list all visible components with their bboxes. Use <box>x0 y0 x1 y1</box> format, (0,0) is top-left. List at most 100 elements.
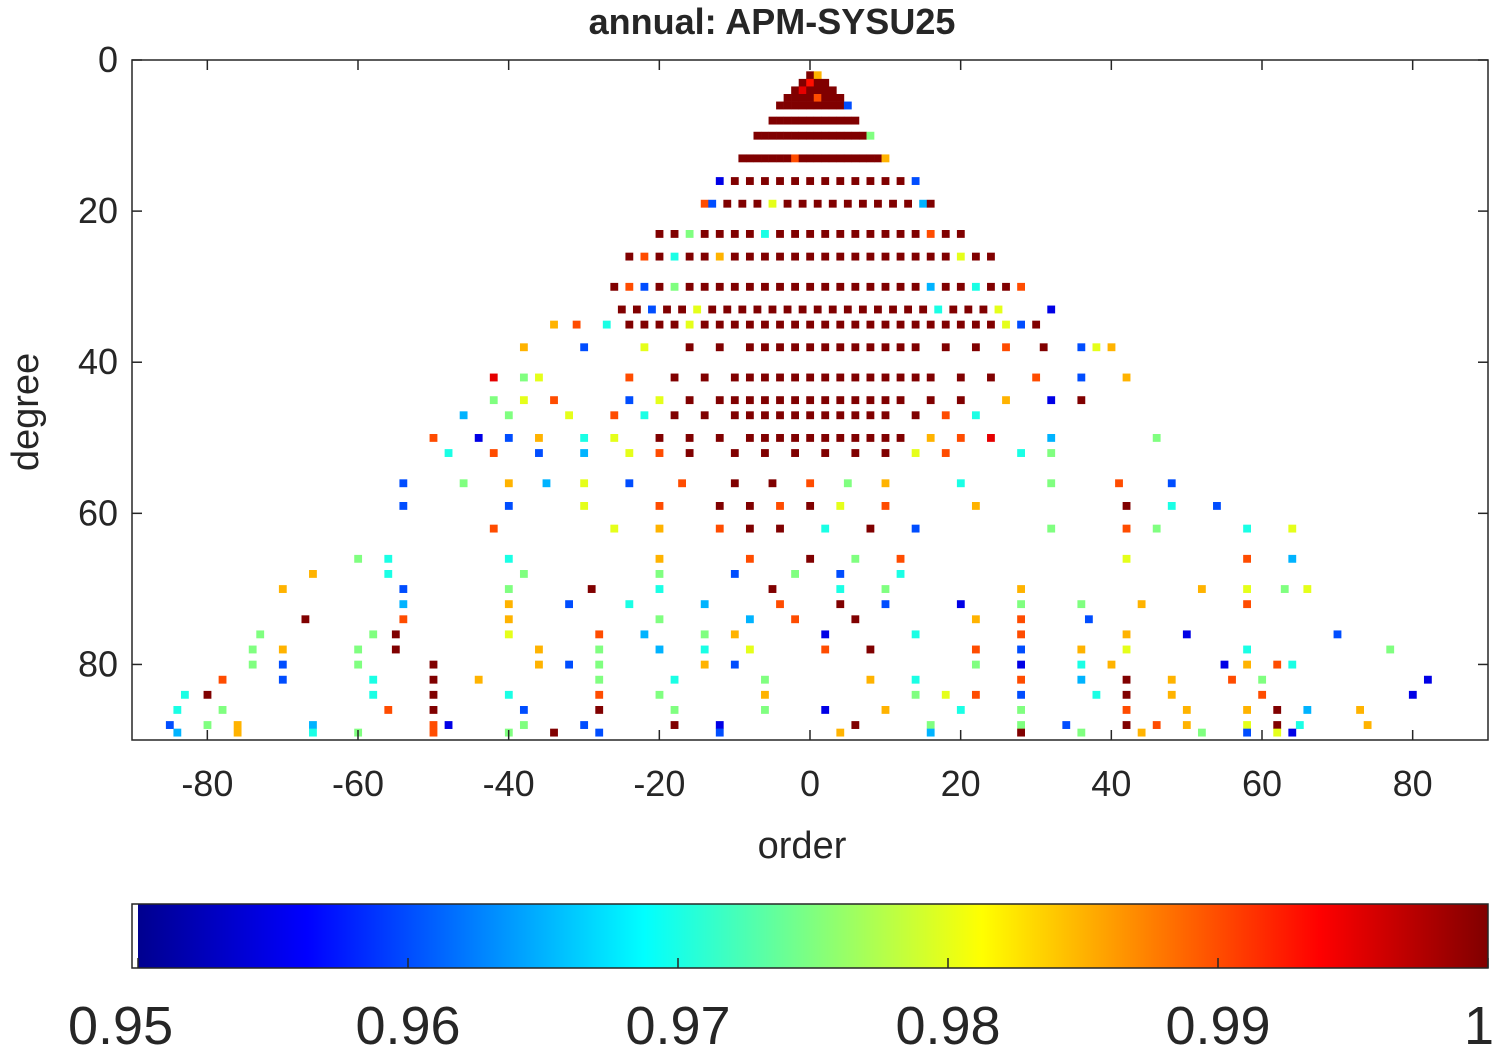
heatmap-cell <box>806 177 815 185</box>
heatmap-cell <box>1303 706 1312 714</box>
heatmap-cell <box>670 706 679 714</box>
heatmap-cell <box>806 116 815 125</box>
heatmap-cell <box>843 199 852 208</box>
heatmap-cell <box>828 94 837 102</box>
heatmap-cell <box>851 721 860 729</box>
heatmap-cell <box>429 675 438 684</box>
heatmap-cell <box>866 396 875 405</box>
heatmap-cell <box>866 524 875 533</box>
x-tick-label: -20 <box>633 763 685 804</box>
heatmap-cell <box>836 373 845 382</box>
heatmap-cell <box>218 706 227 714</box>
heatmap-cell <box>572 320 581 329</box>
heatmap-cell <box>806 554 815 563</box>
plot-area: -80 -60 -40 -20 0 20 40 60 80 0 20 40 60 80 <box>78 39 1489 804</box>
heatmap-cell <box>459 479 468 488</box>
heatmap-cell <box>813 78 822 87</box>
heatmap-cell <box>1363 721 1372 729</box>
heatmap-cell <box>640 343 649 352</box>
heatmap-cell <box>761 177 769 185</box>
heatmap-cell <box>587 585 596 593</box>
heatmap-cell <box>776 320 784 329</box>
heatmap-cell <box>896 373 905 382</box>
x-tick-label: 40 <box>1091 763 1131 804</box>
heatmap-cell <box>851 230 860 238</box>
heatmap-cell <box>1047 449 1056 457</box>
heatmap-cell <box>836 320 845 329</box>
heatmap-cell <box>791 252 799 261</box>
heatmap-cell <box>806 252 815 261</box>
heatmap-cell <box>776 154 784 163</box>
heatmap-cell <box>233 728 242 737</box>
heatmap-cell <box>165 721 174 729</box>
heatmap-cell <box>956 396 965 405</box>
heatmap-cell <box>519 706 528 714</box>
heatmap-cell <box>791 434 799 442</box>
heatmap-cell <box>399 502 408 510</box>
heatmap-cell <box>911 690 920 699</box>
heatmap-cell <box>1273 721 1282 729</box>
heatmap-cell <box>565 660 573 669</box>
heatmap-cell <box>919 199 928 208</box>
heatmap-cell <box>504 411 513 420</box>
heatmap-cell <box>1077 645 1086 654</box>
heatmap-cell <box>896 396 905 405</box>
heatmap-cell <box>926 282 935 291</box>
heatmap-cell <box>663 305 671 314</box>
heatmap-cell <box>444 721 453 729</box>
heatmap-cell <box>1062 721 1071 729</box>
heatmap-cell <box>911 282 920 291</box>
heatmap-cells <box>165 71 1432 737</box>
heatmap-cell <box>1017 320 1025 329</box>
heatmap-cell <box>1243 524 1251 533</box>
heatmap-cell <box>783 131 792 140</box>
heatmap-cell <box>926 721 935 729</box>
heatmap-cell <box>866 434 875 442</box>
heatmap-cell <box>768 131 777 140</box>
heatmap-cell <box>504 690 513 699</box>
heatmap-cell <box>896 252 905 261</box>
heatmap-cell <box>791 396 799 405</box>
heatmap-cell <box>489 449 498 457</box>
heatmap-cell <box>685 434 694 442</box>
heatmap-cell <box>1077 343 1086 352</box>
heatmap-cell <box>761 282 769 291</box>
heatmap-cell <box>911 252 920 261</box>
heatmap-cell <box>874 199 882 208</box>
heatmap-cell <box>821 101 830 110</box>
heatmap-cell <box>821 449 830 457</box>
heatmap-cell <box>828 101 837 110</box>
heatmap-cell <box>1288 554 1297 563</box>
heatmap-cell <box>745 343 754 352</box>
heatmap-cell <box>730 373 739 382</box>
heatmap-cell <box>1017 660 1025 669</box>
heatmap-cell <box>655 320 664 329</box>
heatmap-cell <box>791 320 799 329</box>
heatmap-cell <box>730 320 739 329</box>
heatmap-cell <box>821 78 830 87</box>
heatmap-cell <box>821 252 830 261</box>
heatmap-cell <box>806 131 815 140</box>
heatmap-cell <box>730 282 739 291</box>
heatmap-cell <box>821 320 830 329</box>
heatmap-cell <box>776 131 784 140</box>
heatmap-cell <box>730 570 739 578</box>
heatmap-cell <box>971 282 980 291</box>
heatmap-cell <box>745 502 754 510</box>
heatmap-cell <box>821 706 830 714</box>
heatmap-cell <box>843 101 852 110</box>
heatmap-cell <box>745 434 754 442</box>
heatmap-cell <box>700 373 709 382</box>
heatmap-cell <box>256 630 265 639</box>
heatmap-cell <box>640 411 649 420</box>
heatmap-cell <box>1122 554 1131 563</box>
heatmap-cell <box>776 101 784 110</box>
heatmap-cell <box>836 154 845 163</box>
heatmap-cell <box>821 86 830 95</box>
heatmap-cell <box>806 230 815 238</box>
heatmap-cell <box>1122 675 1131 684</box>
heatmap-cell <box>836 728 845 737</box>
heatmap-cell <box>956 320 965 329</box>
heatmap-cell <box>956 706 965 714</box>
heatmap-cell <box>1408 690 1417 699</box>
